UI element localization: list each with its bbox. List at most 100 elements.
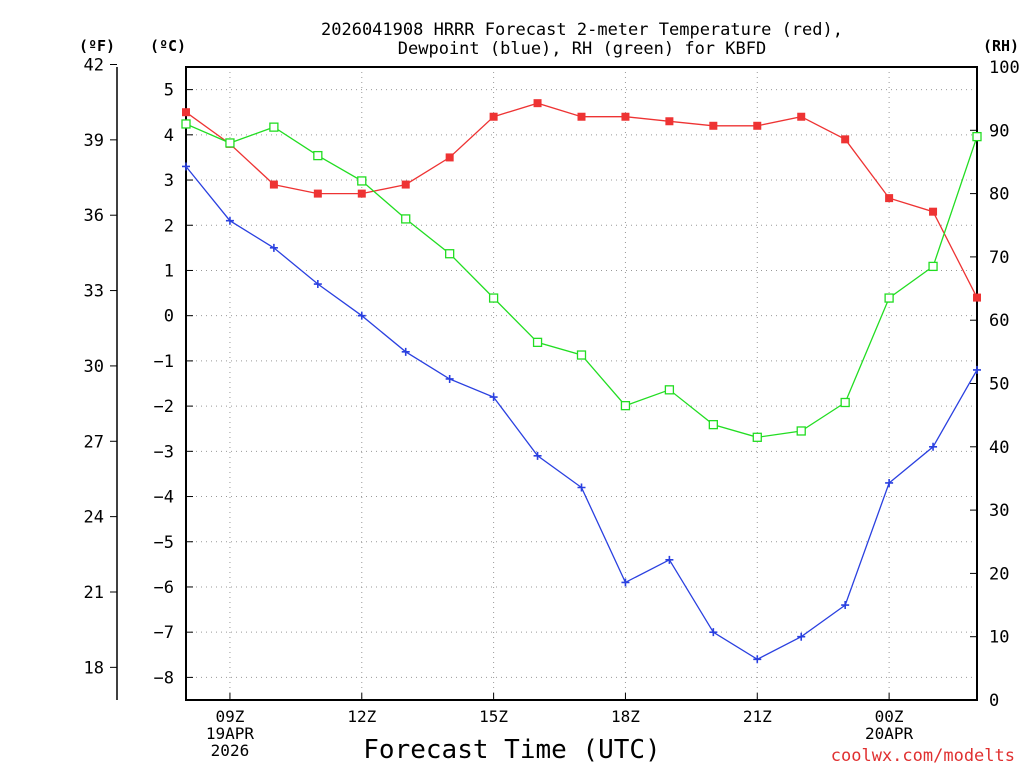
dewpoint-point (841, 601, 850, 610)
plot-frame (185, 66, 978, 701)
rh-line (185, 123, 978, 438)
x-tick-label: 18Z (611, 707, 640, 726)
celsius-tick-label: −8 (154, 668, 174, 688)
fahrenheit-tick-label: 21 (84, 583, 104, 603)
rh-tick-label: 50 (989, 375, 1009, 395)
x-axis-label: Forecast Time (UTC) (363, 735, 660, 765)
rh-tick-label: 80 (989, 185, 1009, 205)
rh-point (488, 293, 499, 303)
rh-tick-label: 100 (989, 58, 1020, 78)
celsius-unit-label: (ºC) (150, 37, 186, 55)
dewpoint-point (401, 347, 410, 356)
fahrenheit-unit-label: (ºF) (79, 37, 115, 55)
rh-point (928, 261, 938, 272)
celsius-tick-label: 1 (164, 261, 174, 281)
celsius-tick-label: 5 (164, 81, 174, 101)
fahrenheit-tick-label: 39 (84, 131, 104, 151)
temperature-point (489, 112, 498, 121)
x-tick-label: 09Z (215, 707, 244, 726)
celsius-tick-label: −5 (154, 533, 174, 553)
dewpoint-point (445, 374, 454, 383)
rh-tick-label: 40 (989, 438, 1009, 458)
dewpoint-point (973, 365, 981, 374)
rh-point (752, 432, 762, 442)
x-tick-label: 2026 (211, 741, 250, 760)
temperature-point (665, 117, 674, 126)
rh-tick-label: 0 (989, 691, 999, 711)
x-tick-label: 00Z (875, 707, 904, 726)
temperature-point (533, 99, 542, 108)
fahrenheit-tick-label: 24 (84, 508, 104, 528)
dewpoint-point (621, 578, 630, 587)
temperature-point (885, 194, 894, 203)
rh-tick-label: 90 (989, 121, 1009, 141)
series (181, 99, 982, 664)
rh-tick-label: 60 (989, 311, 1009, 331)
rh-point (576, 350, 587, 360)
fahrenheit-tick-label: 18 (84, 658, 104, 678)
fahrenheit-tick-label: 42 (84, 55, 104, 75)
temperature-point (841, 135, 850, 144)
celsius-tick-label: 3 (164, 171, 174, 191)
rh-point (401, 214, 411, 224)
celsius-tick-label: −3 (154, 442, 174, 462)
temperature-point (929, 207, 938, 216)
chart-title-line1: 2026041908 HRRR Forecast 2-meter Tempera… (321, 20, 843, 40)
dewpoint-point (182, 162, 190, 171)
temperature-point (577, 112, 586, 121)
temperature-point (313, 189, 322, 198)
x-tick-label: 21Z (743, 707, 772, 726)
dewpoint-point (313, 280, 322, 289)
dewpoint-point (929, 442, 938, 451)
celsius-tick-label: −2 (154, 397, 174, 417)
fahrenheit-tick-label: 36 (84, 206, 104, 226)
rh-point (972, 131, 982, 142)
rh-point (884, 293, 894, 303)
rh-unit-label: (RH) (983, 37, 1019, 55)
celsius-tick-label: −4 (154, 488, 174, 508)
rh-tick-label: 20 (989, 564, 1009, 584)
celsius-tick-label: −6 (154, 578, 174, 598)
rh-point (532, 337, 543, 348)
rh-point (445, 249, 455, 259)
temperature-line (185, 102, 978, 298)
rh-tick-label: 30 (989, 501, 1009, 521)
rh-point (708, 419, 718, 430)
rh-point (840, 397, 850, 408)
celsius-tick-label: −7 (154, 623, 174, 643)
rh-point (620, 401, 631, 411)
axes (110, 63, 978, 701)
credit-label: coolwx.com/modelts (831, 746, 1015, 766)
dewpoint-point (665, 555, 674, 564)
rh-point (269, 122, 279, 132)
celsius-tick-label: 2 (164, 216, 174, 236)
x-tick-label: 15Z (479, 707, 508, 726)
temperature-point (182, 108, 190, 117)
temperature-point (709, 121, 718, 130)
fahrenheit-tick-label: 33 (84, 282, 104, 302)
temperature-point (445, 153, 454, 162)
celsius-tick-label: 4 (164, 126, 174, 146)
rh-tick-label: 10 (989, 628, 1009, 648)
dewpoint-point (489, 393, 498, 402)
dewpoint-point (357, 311, 366, 320)
temperature-point (973, 293, 981, 302)
rh-point (225, 138, 235, 148)
labels: 2026041908 HRRR Forecast 2-meter Tempera… (79, 20, 1020, 766)
dewpoint-point (885, 478, 894, 487)
x-tick-label: 20APR (865, 724, 914, 743)
temperature-point (621, 112, 630, 121)
temperature-point (753, 121, 762, 130)
temperature-point (401, 180, 410, 189)
x-tick-label: 19APR (206, 724, 255, 743)
dewpoint-point (709, 628, 718, 637)
celsius-tick-label: −1 (154, 352, 174, 372)
rh-point (664, 385, 675, 395)
rh-point (796, 426, 806, 436)
dewpoint-point (577, 483, 586, 492)
temperature-point (357, 189, 366, 198)
rh-point (313, 150, 323, 161)
rh-point (357, 176, 367, 186)
x-tick-label: 12Z (347, 707, 376, 726)
